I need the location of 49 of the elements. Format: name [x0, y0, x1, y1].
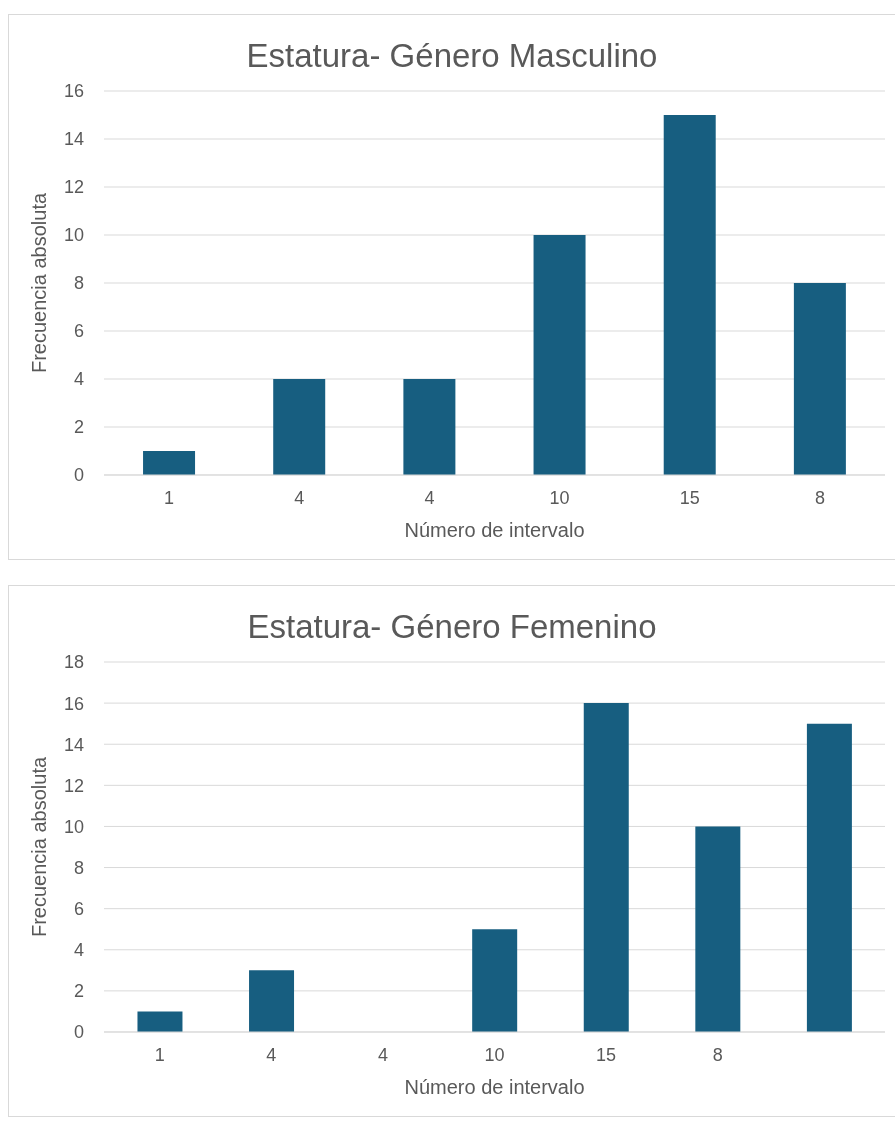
y-tick-label: 8	[73, 857, 84, 878]
x-tick-label: 15	[679, 487, 700, 508]
x-tick-label: 1	[154, 1044, 165, 1065]
bar	[695, 826, 741, 1032]
bar	[533, 235, 586, 475]
bar	[583, 703, 629, 1032]
x-tick-label: 10	[549, 487, 570, 508]
x-axis-title: Número de intervalo	[404, 1076, 585, 1098]
x-tick-label: 1	[164, 487, 175, 508]
y-tick-label: 10	[63, 225, 84, 246]
bar	[472, 929, 518, 1032]
y-tick-label: 8	[73, 273, 84, 294]
y-tick-label: 14	[63, 734, 84, 755]
bar	[249, 970, 295, 1032]
chart-title: Estatura- Género Masculino	[245, 37, 659, 76]
y-tick-label: 6	[73, 321, 84, 342]
x-tick-label: 8	[712, 1044, 723, 1065]
bar	[793, 283, 846, 475]
y-tick-label: 4	[73, 369, 84, 390]
y-tick-label: 2	[73, 417, 84, 438]
bar	[806, 723, 852, 1032]
y-tick-label: 16	[63, 693, 84, 714]
y-tick-label: 14	[63, 129, 84, 150]
x-tick-label: 8	[814, 487, 825, 508]
bar	[273, 379, 326, 475]
y-tick-label: 6	[73, 899, 84, 920]
x-tick-label: 15	[596, 1044, 617, 1065]
x-axis-title: Número de intervalo	[404, 519, 585, 541]
y-axis-title: Frecuencia absoluta	[28, 756, 51, 938]
x-tick-label: 4	[377, 1044, 388, 1065]
y-tick-label: 16	[63, 81, 84, 102]
y-tick-label: 18	[63, 652, 84, 673]
chart-title: Estatura- Género Femenino	[246, 608, 658, 647]
x-tick-label: 4	[266, 1044, 277, 1065]
bar	[137, 1011, 183, 1032]
bar	[403, 379, 456, 475]
y-tick-label: 10	[63, 816, 84, 837]
bar	[663, 115, 716, 475]
y-tick-label: 2	[73, 981, 84, 1002]
x-tick-label: 10	[484, 1044, 505, 1065]
x-tick-label: 4	[294, 487, 305, 508]
y-axis-title: Frecuencia absoluta	[28, 192, 51, 374]
y-tick-label: 4	[73, 940, 84, 961]
x-tick-label: 4	[424, 487, 435, 508]
y-tick-label: 0	[73, 1022, 84, 1043]
y-tick-label: 0	[73, 465, 84, 486]
bar	[143, 451, 196, 475]
y-tick-label: 12	[63, 177, 84, 198]
y-tick-label: 12	[63, 775, 84, 796]
